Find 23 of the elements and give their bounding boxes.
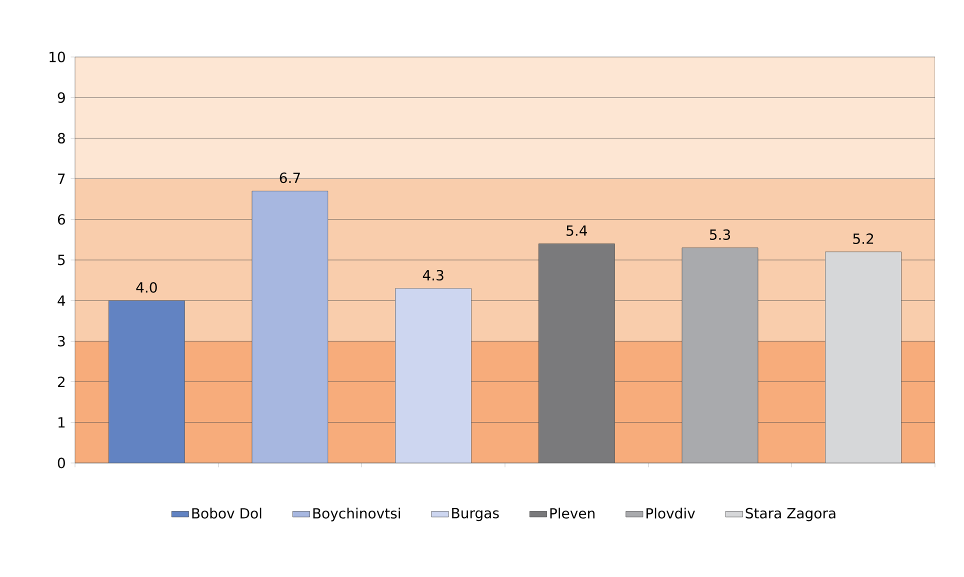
data-label: 5.4: [566, 225, 588, 236]
legend-label: Bobov Dol: [192, 508, 262, 519]
legend-label: Stara Zagora: [746, 508, 836, 522]
y-tick-label: 10: [50, 52, 65, 62]
y-tick-label: 4: [58, 295, 66, 306]
y-tick-label: 3: [58, 336, 65, 346]
data-label: 6.7: [280, 172, 300, 184]
y-tick-label: 9: [58, 92, 65, 103]
data-label: 5.2: [853, 233, 874, 244]
legend-label: Plovdiv: [646, 508, 695, 519]
y-tick-label: 2: [58, 376, 64, 387]
y-tick-label: 6: [58, 214, 65, 225]
y-tick-label: 0: [58, 458, 65, 468]
legend-label: Boychinovtsi: [313, 508, 400, 522]
data-label: 4.3: [422, 270, 444, 281]
y-tick-label: 1: [58, 417, 65, 428]
data-label: 5.3: [710, 229, 730, 240]
legend-label: Burgas: [452, 508, 499, 522]
y-tick-label: 5: [58, 254, 65, 266]
y-tick-label: 7: [58, 174, 65, 184]
y-tick-label: 8: [58, 132, 65, 144]
legend-label: Pleven: [550, 508, 594, 519]
data-label: 4.0: [136, 282, 157, 293]
